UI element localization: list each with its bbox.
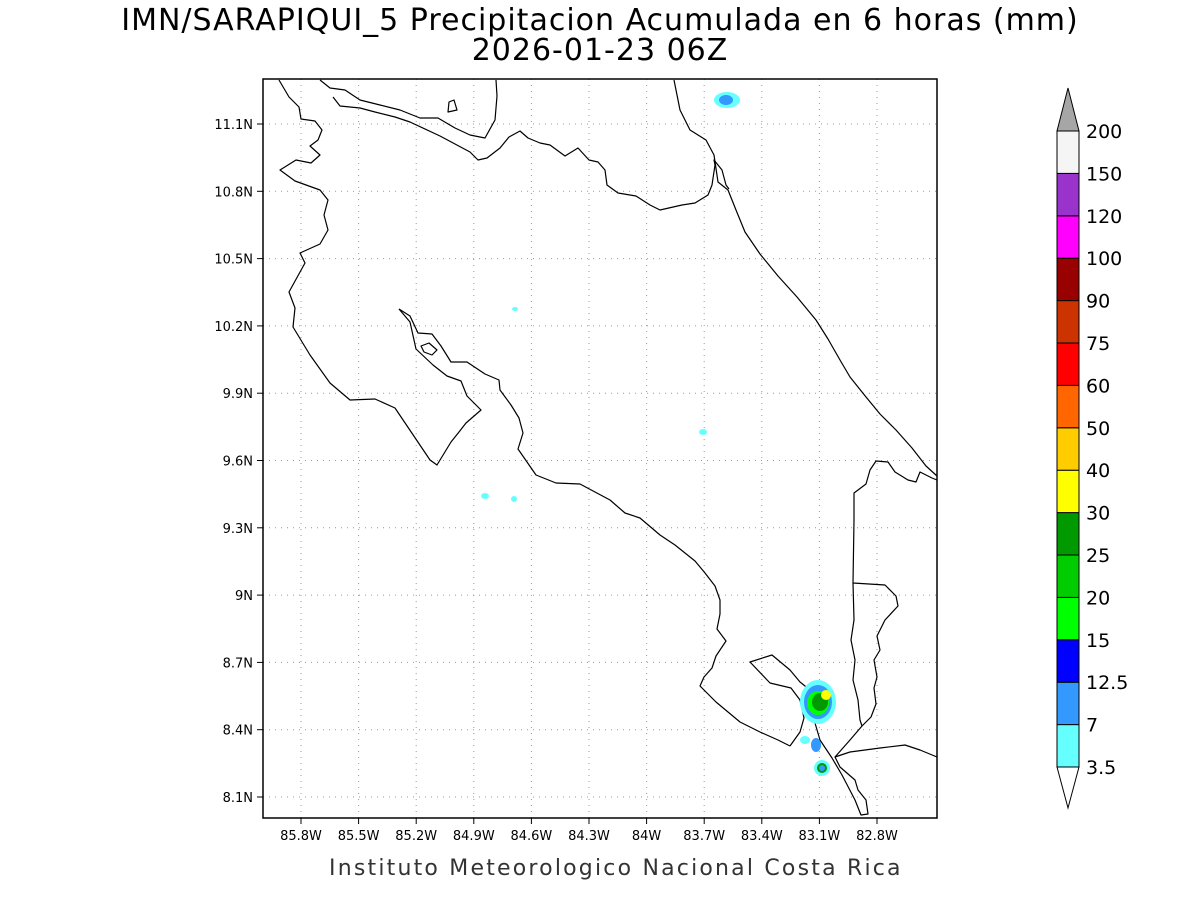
nicaragua-coastline [319, 79, 498, 139]
colorbar-swatch [1056, 639, 1080, 683]
colorbar-label: 90 [1086, 291, 1110, 313]
colorbar-swatch [1056, 257, 1080, 302]
latitude-tick-label: 10.5N [214, 253, 253, 268]
colorbar-overflow-triangle [1056, 87, 1080, 132]
latitude-axis: 11.1N 10.8N 10.5N 10.2N 9.9N 9.6N 9.3N 9N 8.7N 8.… [214, 118, 263, 806]
longitude-tick-label: 82.8W [856, 829, 898, 844]
map-subtitle: 2026-01-23 06Z [471, 33, 729, 68]
precip-patch-small [811, 738, 821, 752]
precip-dot [511, 496, 517, 502]
map-frame [262, 78, 938, 819]
precip-patch-north-core [719, 95, 733, 105]
colorbar: 3.5 7 12.5 15 20 25 30 40 50 60 75 90 100 120 150 200 [1056, 87, 1128, 810]
precipitation-overlay [481, 92, 836, 776]
colorbar-label: 25 [1086, 545, 1110, 567]
longitude-tick-label: 84.6W [510, 829, 552, 844]
colorbar-label: 75 [1086, 333, 1110, 355]
caribbean-coastline [673, 79, 938, 477]
precip-dot [699, 429, 707, 435]
colorbar-label: 15 [1086, 630, 1110, 652]
latitude-tick-label: 8.7N [223, 656, 253, 671]
northern-border [332, 96, 730, 211]
colorbar-label: 40 [1086, 460, 1110, 482]
longitude-tick-label: 84W [632, 829, 662, 844]
latitude-tick-label: 9N [235, 589, 253, 604]
longitude-tick-label: 85.8W [280, 829, 322, 844]
colorbar-label: 20 [1086, 587, 1110, 609]
colorbar-label: 150 [1086, 163, 1122, 185]
colorbar-label: 3.5 [1086, 757, 1116, 779]
precip-patch-small [800, 736, 810, 744]
colorbar-underflow-triangle [1056, 766, 1080, 810]
colorbar-label: 100 [1086, 248, 1122, 270]
latitude-tick-label: 8.1N [223, 791, 253, 806]
latitude-tick-label: 10.8N [214, 185, 253, 200]
colorbar-label: 50 [1086, 418, 1110, 440]
latitude-tick-label: 9.6N [223, 455, 253, 470]
longitude-tick-label: 85.2W [395, 829, 437, 844]
precip-dot [512, 307, 518, 311]
latitude-tick-label: 10.2N [214, 320, 253, 335]
longitude-tick-label: 84.9W [453, 829, 495, 844]
pacific-coastline [278, 79, 482, 466]
colorbar-swatch [1056, 681, 1080, 726]
latitude-tick-label: 8.4N [223, 724, 253, 739]
colorbar-label: 7 [1086, 715, 1098, 737]
colorbar-label: 120 [1086, 206, 1122, 228]
map-grid [263, 79, 937, 818]
colorbar-swatch [1056, 384, 1080, 429]
panama-border [850, 582, 863, 727]
longitude-tick-label: 83.4W [741, 829, 783, 844]
colorbar-label: 12.5 [1086, 672, 1128, 694]
colorbar-swatch [1056, 130, 1080, 174]
latitude-tick-label: 11.1N [214, 118, 253, 133]
longitude-tick-label: 85.5W [338, 829, 380, 844]
longitude-tick-label: 83.1W [798, 829, 840, 844]
colorbar-swatch [1056, 342, 1080, 386]
footer-credit: Instituto Meteorologico Nacional Costa R… [329, 856, 903, 881]
precip-dot [481, 493, 489, 499]
precip-patch-small [819, 765, 825, 771]
precip-patch-south-core [821, 690, 831, 700]
colorbar-label: 200 [1086, 121, 1122, 143]
colorbar-label: 30 [1086, 503, 1110, 525]
colorbar-swatch [1056, 596, 1080, 641]
longitude-tick-label: 83.7W [683, 829, 725, 844]
colorbar-swatch [1056, 300, 1080, 344]
longitude-tick-label: 84.3W [568, 829, 610, 844]
island-shape [447, 99, 458, 113]
colorbar-swatch [1056, 469, 1080, 514]
coastlines [278, 79, 938, 816]
colorbar-swatch [1056, 172, 1080, 217]
nicoya-island-shape [420, 342, 438, 356]
latitude-tick-label: 9.3N [223, 522, 253, 537]
gulf-nicoya-coastline [398, 308, 791, 747]
latitude-tick-label: 9.9N [223, 387, 253, 402]
map-title: IMN/SARAPIQUI_5 Precipitacion Acumulada … [121, 3, 1079, 38]
colorbar-swatch [1056, 512, 1080, 556]
colorbar-swatch [1056, 427, 1080, 471]
colorbar-swatch [1056, 215, 1080, 259]
colorbar-swatch [1056, 554, 1080, 598]
longitude-axis: 85.8W 85.5W 85.2W 84.9W 84.6W 84.3W 84W 83.7W 83… [280, 818, 898, 844]
burica-coastline [834, 744, 938, 758]
colorbar-label: 60 [1086, 375, 1110, 397]
osa-peninsula-coastline [749, 460, 938, 816]
colorbar-swatch [1056, 724, 1080, 768]
